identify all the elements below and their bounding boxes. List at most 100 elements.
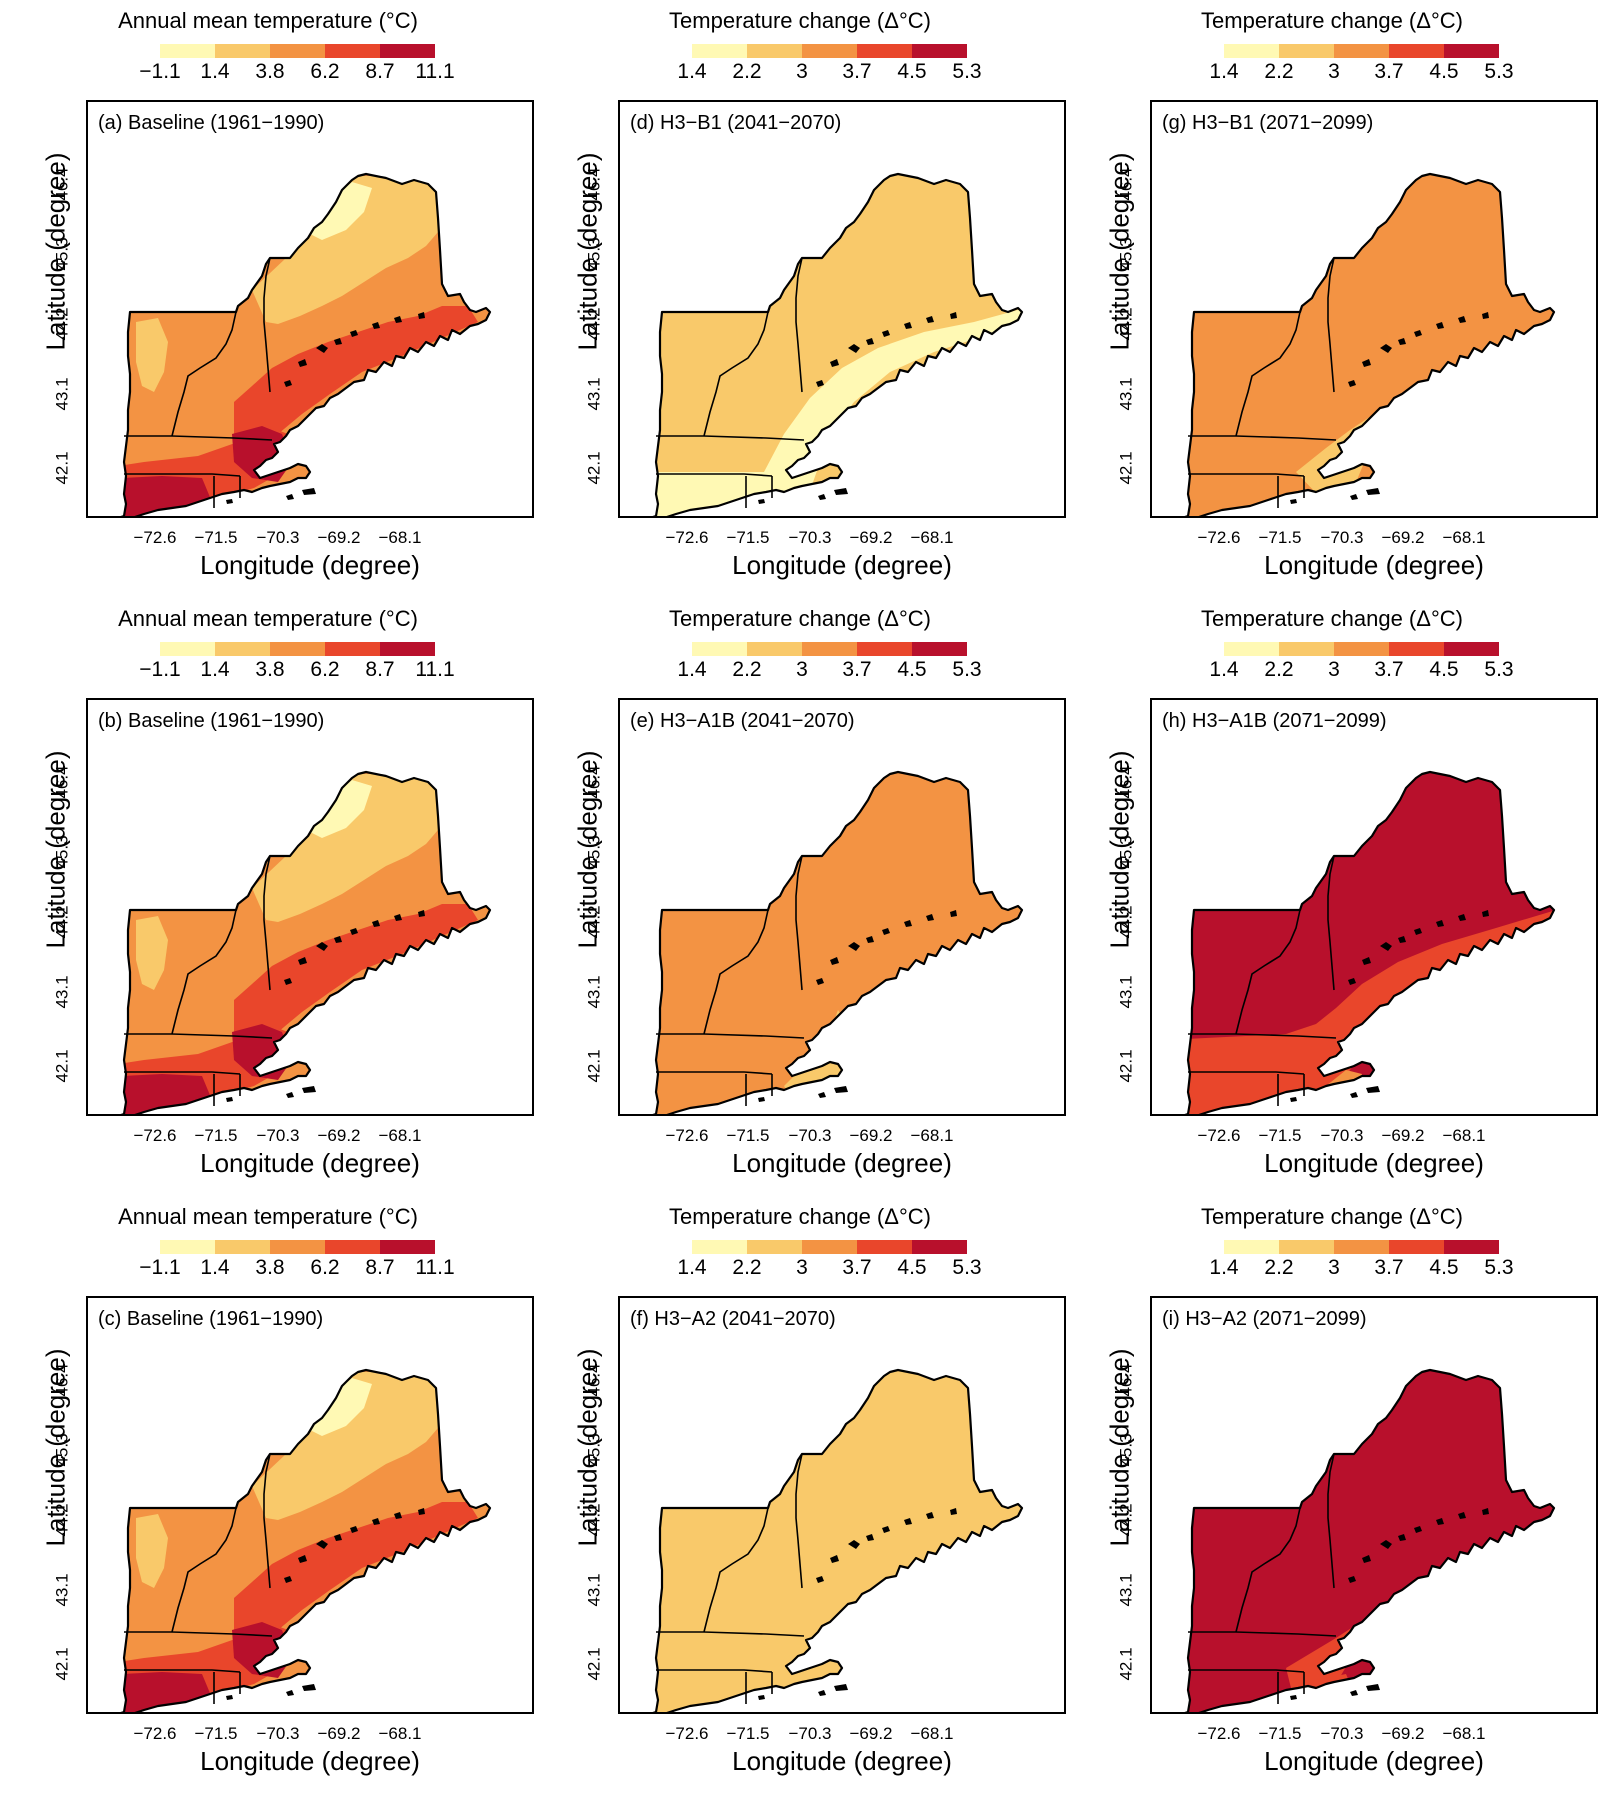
temperature-zone (252, 774, 438, 922)
island (830, 957, 839, 965)
x-tick-label: −69.2 (317, 528, 361, 547)
legend-swatch (857, 44, 912, 58)
island (848, 1540, 860, 1549)
state-border (1188, 1033, 1337, 1039)
island (904, 920, 912, 927)
y-tick-label: 42.1 (52, 1049, 72, 1083)
x-tick-label: −72.6 (665, 528, 709, 547)
temperature-zone (302, 182, 372, 240)
x-tick-label: −70.3 (1320, 1126, 1364, 1145)
x-tick-label: −68.1 (378, 1724, 422, 1743)
legend-swatch (380, 642, 435, 656)
island (284, 1576, 292, 1583)
island (1436, 920, 1444, 927)
y-tick-label: 43.1 (584, 377, 604, 411)
state-border (1188, 473, 1305, 477)
legend-tick-label: 3 (796, 658, 808, 681)
y-tick-label: 45.3 (1116, 1433, 1136, 1467)
island (950, 1508, 957, 1515)
legend-swatch (1389, 44, 1444, 58)
new-england-map (640, 1368, 1024, 1712)
x-tick-label: −68.1 (378, 528, 422, 547)
x-tick-label: −72.6 (1197, 1126, 1241, 1145)
x-axis-title: Longitude (degree) (200, 1148, 420, 1178)
map-panel: Annual mean temperature (°C) −1.1 1.4 3.8 6.… (8, 598, 534, 1178)
island (1350, 1690, 1358, 1696)
island (816, 380, 824, 387)
legend-tick-label: 3 (1328, 1256, 1340, 1279)
state-border (795, 855, 803, 991)
temperature-zone (1566, 770, 1596, 850)
coastline-outline (652, 172, 1024, 516)
island (1362, 957, 1371, 965)
state-border (703, 909, 769, 1035)
legend-swatch (912, 1240, 967, 1254)
x-tick-label: −68.1 (1442, 1724, 1486, 1743)
legend-tick-label: 1.4 (200, 658, 230, 681)
x-tick-label: −69.2 (849, 528, 893, 547)
map-plot-area: (b) Baseline (1961−1990) (86, 698, 534, 1116)
x-tick-label: −70.3 (788, 1126, 832, 1145)
legend-tick-label: 5.3 (1484, 60, 1514, 83)
legend-tick-label: 4.5 (1429, 658, 1459, 681)
state-border (171, 1507, 237, 1633)
island (1348, 978, 1356, 985)
legend-tick-label: 2.2 (1264, 658, 1294, 681)
y-tick-label: 44.2 (52, 905, 72, 939)
legend-tick-label: 4.5 (1429, 60, 1459, 83)
island (316, 1540, 328, 1549)
state-border (124, 473, 241, 477)
panel-label: (i) H3−A2 (2071−2099) (1162, 1308, 1367, 1330)
island (950, 312, 957, 319)
legend-title: Annual mean temperature (°C) (118, 1204, 418, 1229)
y-tick-label: 43.1 (584, 975, 604, 1009)
legend-tick-label: −1.1 (139, 658, 181, 681)
map-panel: Temperature change (Δ°C) 1.4 2.2 3 3.7 4.5 5.3… (1072, 598, 1598, 1178)
island (834, 1086, 848, 1093)
temperature-zone (136, 1514, 168, 1588)
y-tick-label: 46.4 (1116, 1363, 1136, 1397)
legend-tick-label: 3 (796, 60, 808, 83)
x-tick-label: −69.2 (317, 1724, 361, 1743)
island (316, 344, 328, 353)
legend-tick-label: 5.3 (952, 658, 982, 681)
island (1398, 1534, 1406, 1541)
y-tick-label: 42.1 (52, 1647, 72, 1681)
legend-swatch (1444, 642, 1499, 656)
coastline-outline (652, 1368, 1024, 1712)
y-tick-label: 44.2 (584, 307, 604, 341)
legend-swatch (692, 642, 747, 656)
x-tick-label: −71.5 (726, 1724, 770, 1743)
legend-tick-label: 2.2 (732, 1256, 762, 1279)
y-tick-label: 45.3 (52, 237, 72, 271)
coastline-outline (1184, 1368, 1556, 1712)
legend-swatch (1389, 1240, 1444, 1254)
island (758, 1695, 765, 1700)
legend-tick-label: 3.8 (255, 60, 285, 83)
y-tick-label: 42.1 (584, 1049, 604, 1083)
new-england-map (640, 172, 1024, 516)
panel-label: (h) H3−A1B (2071−2099) (1162, 710, 1387, 732)
island (866, 936, 874, 943)
legend-tick-label: 5.3 (952, 1256, 982, 1279)
legend-swatch (747, 44, 802, 58)
island (882, 928, 890, 935)
island (1350, 494, 1358, 500)
legend-swatch (912, 642, 967, 656)
map-panel: Temperature change (Δ°C) 1.4 2.2 3 3.7 4.5 5.3… (1072, 0, 1598, 580)
island (394, 1512, 402, 1519)
y-tick-label: 42.1 (1116, 451, 1136, 485)
y-tick-label: 42.1 (52, 451, 72, 485)
coastline-outline (1184, 770, 1556, 1114)
x-axis-title: Longitude (degree) (732, 1148, 952, 1178)
coastline-outline (652, 770, 1024, 1114)
island (1436, 1518, 1444, 1525)
state-border (124, 435, 273, 441)
island (302, 488, 316, 495)
y-tick-label: 44.2 (584, 905, 604, 939)
new-england-map (108, 1368, 492, 1712)
state-border (1188, 1669, 1305, 1673)
x-tick-label: −72.6 (133, 1126, 177, 1145)
legend-tick-label: 4.5 (1429, 1256, 1459, 1279)
island (758, 499, 765, 504)
